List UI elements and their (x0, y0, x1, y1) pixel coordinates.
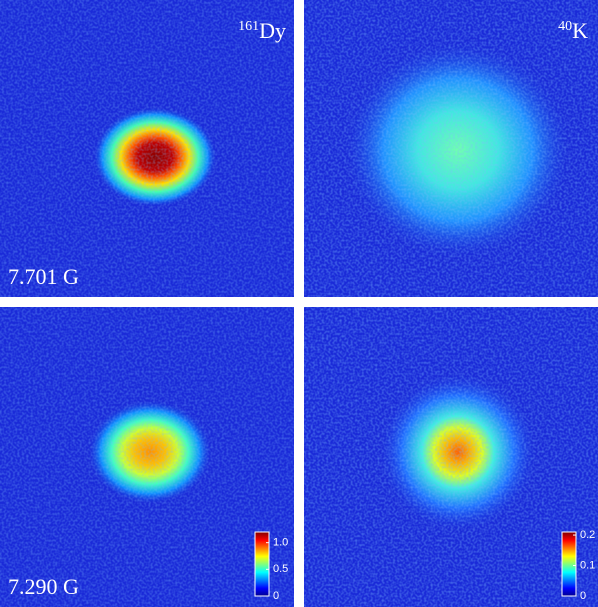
species-label: 161Dy (238, 18, 286, 43)
panel-top-left (0, 0, 294, 297)
colorbar-tick-label: 0.1 (580, 559, 595, 571)
element: K (572, 18, 588, 43)
colorbar-tick-label: 0.2 (580, 529, 595, 541)
mass-number: 161 (238, 19, 259, 34)
colorbar (561, 531, 577, 597)
colorbar (254, 531, 270, 597)
panel-bottom-left (0, 307, 294, 607)
colorbar-tick-label: 0 (273, 590, 279, 602)
field-label: 7.701 G (8, 264, 79, 289)
colorbar-tick-label: 0.5 (273, 563, 288, 575)
colorbar-tick-label: 1.0 (273, 537, 288, 549)
element: Dy (259, 18, 286, 43)
panel-bottom-right (304, 307, 598, 607)
mass-number: 40 (558, 19, 572, 34)
field-label: 7.290 G (8, 574, 79, 599)
colorbar-tick-label: 0 (580, 590, 586, 602)
species-label: 40K (558, 18, 588, 43)
panel-top-right (304, 0, 598, 297)
